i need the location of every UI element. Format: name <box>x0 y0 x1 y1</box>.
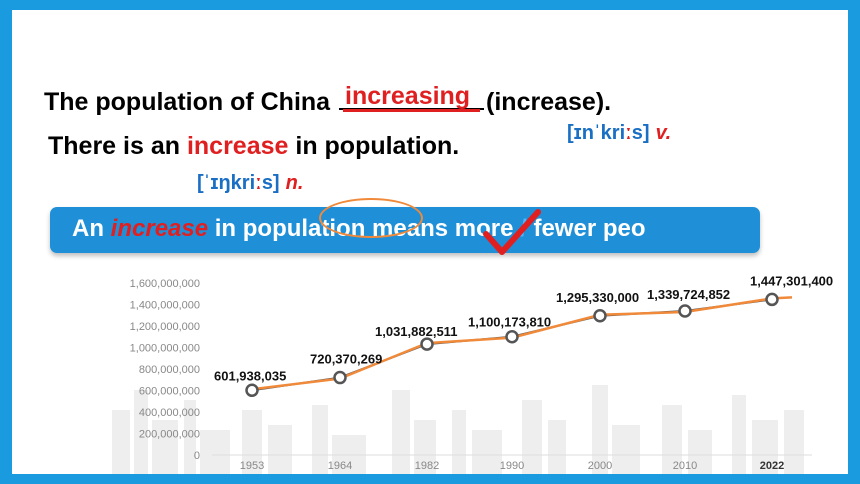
y-tick-label: 1,600,000,000 <box>130 278 200 290</box>
data-point <box>678 304 692 318</box>
data-point <box>593 309 607 323</box>
phonetic-verb-body: kri <box>600 122 626 144</box>
y-tick-label: 800,000,000 <box>139 364 200 376</box>
phonetic-verb-mark: ˈ <box>593 122 601 144</box>
x-tick-label: 2010 <box>673 460 697 472</box>
banner-word: increase <box>110 215 209 242</box>
pos-verb: v. <box>655 122 672 144</box>
data-point <box>505 329 519 344</box>
checkmark-icon <box>483 209 541 255</box>
option-more[interactable]: more <box>454 215 514 242</box>
phonetic-verb-long: ː <box>625 122 632 144</box>
phonetic-noun-long: ː <box>255 172 262 194</box>
sentence1-before: The population of China <box>44 88 338 116</box>
x-tick-label: 1982 <box>415 460 439 472</box>
highlight-ellipse <box>319 198 423 238</box>
answer-text: increasing <box>345 82 471 110</box>
data-label: 1,031,882,511 <box>375 324 457 339</box>
data-point <box>765 292 779 307</box>
phonetic-verb: [ɪnˈkriːs] v. <box>567 122 671 145</box>
series-line-orange <box>251 296 793 391</box>
x-tick-label: 1953 <box>240 460 264 472</box>
y-tick-label: 0 <box>194 450 200 462</box>
phonetic-verb-close: s] <box>631 122 650 144</box>
phonetic-noun-body: ɪŋkri <box>210 172 256 194</box>
sentence-fill-blank: The population of China increasing (incre… <box>44 82 612 117</box>
option-fewer[interactable]: fewer peo <box>533 215 646 242</box>
y-tick-label: 1,400,000,000 <box>130 300 200 312</box>
banner-before: An <box>72 215 111 242</box>
phonetic-noun: [ˈɪŋkriːs] n. <box>197 172 303 195</box>
data-label: 1,100,173,810 <box>468 315 551 330</box>
y-tick-label: 1,000,000,000 <box>130 343 200 355</box>
sentence2-after: in population. <box>288 132 460 160</box>
y-tick-label: 200,000,000 <box>139 429 200 441</box>
sentence1-after: (increase). <box>486 88 612 116</box>
data-point <box>420 337 434 351</box>
answer-blank: increasing <box>339 82 485 112</box>
x-tick-label: 1990 <box>500 460 524 472</box>
data-point <box>333 370 347 385</box>
data-label: 1,339,724,852 <box>647 287 730 302</box>
phonetic-noun-open: [ <box>197 172 204 194</box>
data-label: 1,447,301,400 <box>750 273 833 288</box>
data-label: 720,370,269 <box>310 352 382 367</box>
x-tick-label: 1964 <box>328 460 352 472</box>
x-tick-label: 2000 <box>588 460 612 472</box>
data-label: 601,938,035 <box>214 368 286 383</box>
phonetic-verb-open: [ɪn <box>567 122 594 144</box>
data-label: 1,295,330,000 <box>556 290 639 305</box>
y-tick-label: 400,000,000 <box>139 407 200 419</box>
banner-text: An increase in population means more / f… <box>72 215 646 243</box>
y-tick-label: 1,200,000,000 <box>130 321 200 333</box>
population-chart: 0 200,000,000 400,000,000 600,000,000 800,00… <box>112 273 833 474</box>
data-point <box>245 383 259 398</box>
y-tick-label: 600,000,000 <box>139 386 200 398</box>
statement-banner: An increase in population means more / f… <box>50 207 760 253</box>
sentence-noun: There is an increase in population. <box>48 132 459 161</box>
series-line-grey <box>251 298 773 392</box>
sentence2-word: increase <box>186 132 289 160</box>
pos-noun: n. <box>285 172 304 194</box>
sentence2-before: There is an <box>48 132 187 160</box>
x-tick-label: 2022 <box>760 460 784 472</box>
phonetic-noun-mark: ˈ <box>203 172 211 194</box>
phonetic-noun-close: s] <box>261 172 280 194</box>
skyline-background <box>112 385 804 474</box>
